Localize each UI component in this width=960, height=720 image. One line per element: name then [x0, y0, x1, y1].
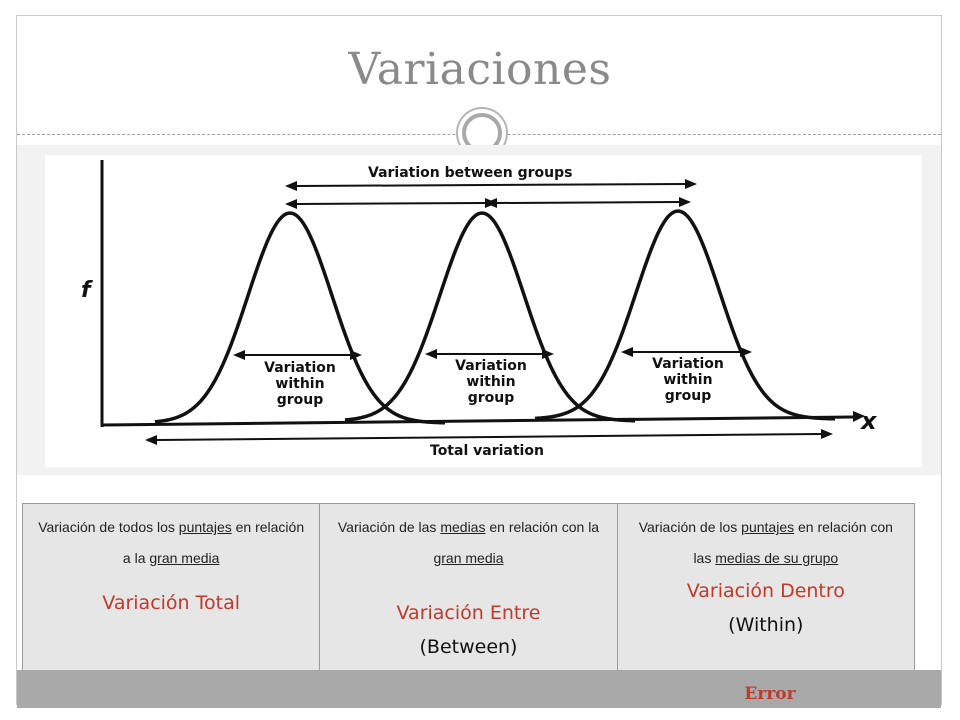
within-label-1-line1: Variation — [264, 360, 336, 376]
summary-term-total: Variación Total — [102, 592, 241, 614]
within-label-3-line3: group — [665, 388, 712, 404]
summary-sub-within: (Within) — [728, 614, 804, 636]
summary-sub-between: (Between) — [419, 636, 518, 658]
group-curve-3 — [534, 209, 835, 421]
within-label-3-line1: Variation — [652, 356, 724, 372]
summary-desc-between: Variación de las medias en relación con … — [337, 519, 600, 566]
summary-term-between: Variación Entre — [396, 602, 541, 624]
x-axis — [101, 415, 854, 427]
error-label: Error — [744, 684, 796, 704]
summary-desc-within: Variación de los puntajes en relación co… — [638, 519, 893, 566]
variation-diagram: f x Variation between groups Variation w… — [45, 155, 922, 467]
slide-title: Variaciones — [348, 44, 612, 95]
within-label-3-line2: within — [663, 372, 712, 388]
bottom-bar — [17, 670, 941, 708]
within-label-2-line1: Variation — [455, 358, 527, 374]
between-arrow-right — [496, 201, 680, 204]
summary-cell-total: Variación de todos los puntajes en relac… — [21, 503, 321, 680]
total-variation-label: Total variation — [430, 443, 544, 459]
within-label-1-line2: within — [275, 376, 324, 392]
between-arrow-long — [296, 183, 686, 187]
between-arrow-left — [296, 202, 486, 205]
x-axis-label: x — [860, 407, 878, 435]
y-axis-label: f — [81, 278, 93, 303]
summary-cell-within: Variación de los puntajes en relación co… — [616, 503, 916, 680]
summary-table: Variación de todos los puntajes en relac… — [21, 503, 916, 680]
within-label-2-line2: within — [466, 374, 515, 390]
group-curve-2 — [344, 211, 635, 423]
summary-cell-between: Variación de las medias en relación con … — [319, 503, 618, 680]
within-label-1-line3: group — [277, 392, 324, 408]
between-groups-label: Variation between groups — [368, 165, 572, 181]
total-arrow — [156, 433, 822, 441]
group-curve-1 — [154, 211, 446, 425]
summary-term-within: Variación Dentro — [686, 580, 845, 602]
summary-desc-total: Variación de todos los puntajes en relac… — [38, 519, 305, 566]
within-label-2-line3: group — [468, 390, 515, 406]
x-axis-arrow — [853, 411, 865, 422]
